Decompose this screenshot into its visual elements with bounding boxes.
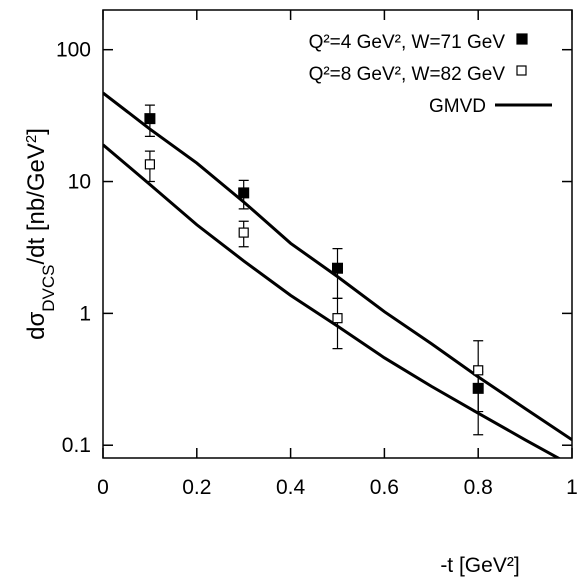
error-bar: [473, 340, 484, 436]
legend-label: Q²=4 GeV², W=71 GeV: [309, 32, 506, 53]
y-tick-label: 10: [68, 171, 91, 194]
x-axis-label: -t [GeV²]: [440, 554, 519, 577]
error-bar: [332, 297, 343, 350]
y-tick-label: 0.1: [62, 434, 91, 457]
y-label-part: 2: [23, 135, 40, 143]
legend-label: GMVD: [429, 96, 486, 117]
data-point: [238, 227, 249, 238]
y-axis-label: dσDVCS/dt [nb/GeV2]: [23, 128, 58, 340]
x-tick-label: 1: [566, 476, 578, 499]
y-tick-label: 100: [56, 39, 91, 62]
x-tick-label: 0: [97, 476, 109, 499]
data-point: [473, 365, 484, 376]
y-label-part: /dt [nb/GeV: [23, 143, 50, 264]
x-tick-label: 0.8: [464, 476, 493, 499]
legend-marker: [516, 33, 528, 45]
data-point: [332, 262, 343, 274]
x-tick-label: 0.6: [370, 476, 399, 499]
legend-marker: [516, 65, 527, 76]
data-point: [238, 187, 250, 199]
y-label-part: ]: [23, 128, 50, 135]
y-label-part: DVCS: [39, 265, 58, 312]
x-tick-label: 0.2: [182, 476, 211, 499]
data-point: [332, 313, 343, 324]
data-point: [144, 159, 155, 170]
y-tick-label: 1: [79, 302, 91, 325]
y-label-part: dσ: [23, 312, 50, 340]
plot-frame: [102, 9, 573, 459]
legend-label: Q²=8 GeV², W=82 GeV: [309, 64, 506, 85]
x-tick-label: 0.4: [276, 476, 306, 499]
data-point: [144, 113, 156, 125]
